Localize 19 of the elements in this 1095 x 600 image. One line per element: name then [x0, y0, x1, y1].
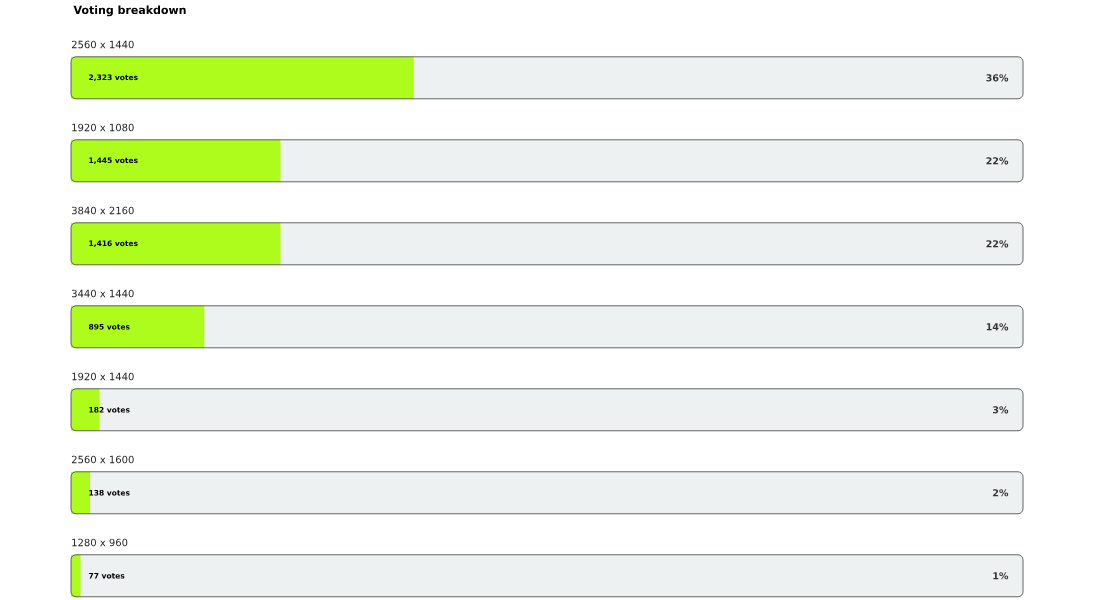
bar [71, 471, 91, 514]
data-label: 36% [986, 74, 1009, 82]
y-tick-label: 3440 x 1440 [71, 289, 134, 298]
data-label: 3% [992, 406, 1009, 414]
bar [71, 305, 205, 348]
y-tick-label: 1280 x 960 [72, 538, 128, 547]
data-label: 22% [986, 240, 1009, 248]
y-tick-label: 3840 x 2160 [71, 206, 134, 215]
y-tick-label: 1920 x 1440 [72, 372, 134, 381]
data-label: 2% [993, 489, 1009, 497]
y-tick-label: 2560 x 1600 [71, 455, 134, 464]
y-tick-label: 1920 x 1080 [72, 123, 134, 132]
data-label: 22% [986, 157, 1009, 165]
y-tick-label: 2560 x 1440 [71, 40, 134, 49]
data-label: 1% [993, 572, 1009, 580]
bar [71, 222, 281, 265]
chart-title: Voting breakdown [73, 5, 186, 17]
data-label: 14% [986, 323, 1009, 331]
bar [71, 139, 281, 182]
